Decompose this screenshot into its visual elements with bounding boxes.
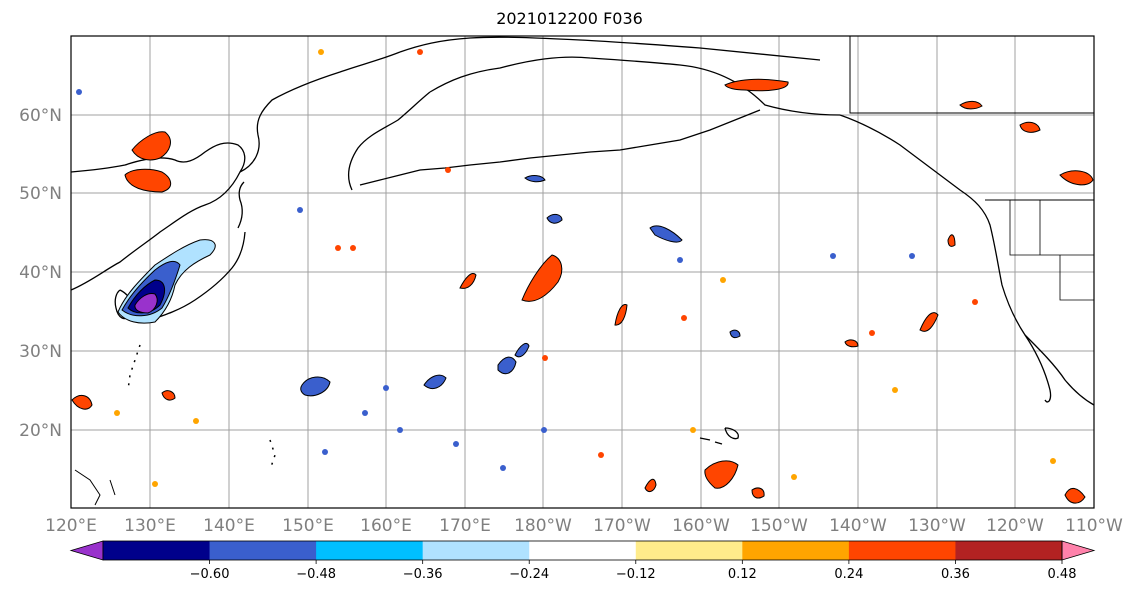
lon-label: 170°E bbox=[439, 516, 491, 536]
lon-labels: 120°E 130°E 140°E 150°E 160°E 170°E 180°… bbox=[45, 516, 1123, 536]
lon-label: 150°W bbox=[750, 516, 808, 536]
map-frame bbox=[70, 35, 1095, 509]
lon-label: 140°E bbox=[203, 516, 255, 536]
colorbar-segment bbox=[103, 541, 211, 560]
lon-label: 120°E bbox=[45, 516, 97, 536]
colorbar: −0.60 −0.48 −0.36 −0.24 −0.12 0.12 0.24 0.36 0.4… bbox=[69, 540, 1096, 582]
colorbar-tick-label: 0.48 bbox=[1048, 567, 1077, 582]
lon-label: 140°W bbox=[829, 516, 887, 536]
colorbar-tick-label: −0.12 bbox=[616, 567, 656, 582]
colorbar-segment bbox=[742, 541, 850, 560]
colorbar-segment bbox=[422, 541, 530, 560]
lon-label: 150°E bbox=[282, 516, 334, 536]
colorbar-tick-label: −0.24 bbox=[509, 567, 549, 582]
field-dots bbox=[76, 49, 1056, 487]
colorbar-segment bbox=[635, 541, 743, 560]
colorbar-tick-label: −0.36 bbox=[403, 567, 443, 582]
lat-label: 30°N bbox=[19, 342, 62, 362]
colorbar-segment bbox=[529, 541, 637, 560]
field-contours bbox=[71, 78, 1094, 504]
colorbar-tick-label: 0.24 bbox=[834, 567, 863, 582]
lat-labels: 20°N 30°N 40°N 50°N 60°N bbox=[19, 106, 62, 441]
lat-label: 20°N bbox=[19, 421, 62, 441]
colorbar-tick-label: 0.12 bbox=[728, 567, 757, 582]
colorbar-tick-label: −0.48 bbox=[296, 567, 336, 582]
lon-label: 130°W bbox=[908, 516, 966, 536]
lon-label: 160°W bbox=[672, 516, 730, 536]
colorbar-segment bbox=[316, 541, 424, 560]
lon-label: 110°W bbox=[1065, 516, 1123, 536]
lat-label: 50°N bbox=[19, 184, 62, 204]
map-title: 2021012200 F036 bbox=[496, 9, 643, 28]
colorbar-tick-label: 0.36 bbox=[941, 567, 970, 582]
lon-label: 160°E bbox=[360, 516, 412, 536]
colorbar-segment bbox=[209, 541, 317, 560]
colorbar-extend-max bbox=[1061, 540, 1096, 561]
lat-label: 60°N bbox=[19, 106, 62, 126]
lon-label: 180°W bbox=[514, 516, 572, 536]
colorbar-segment bbox=[955, 541, 1063, 560]
colorbar-frame bbox=[102, 540, 1063, 561]
lon-label: 120°W bbox=[986, 516, 1044, 536]
lon-label: 170°W bbox=[593, 516, 651, 536]
lat-label: 40°N bbox=[19, 263, 62, 283]
colorbar-tick-label: −0.60 bbox=[190, 567, 230, 582]
lon-label: 130°E bbox=[124, 516, 176, 536]
colorbar-extend-min bbox=[69, 540, 104, 561]
colorbar-segment bbox=[848, 541, 956, 560]
